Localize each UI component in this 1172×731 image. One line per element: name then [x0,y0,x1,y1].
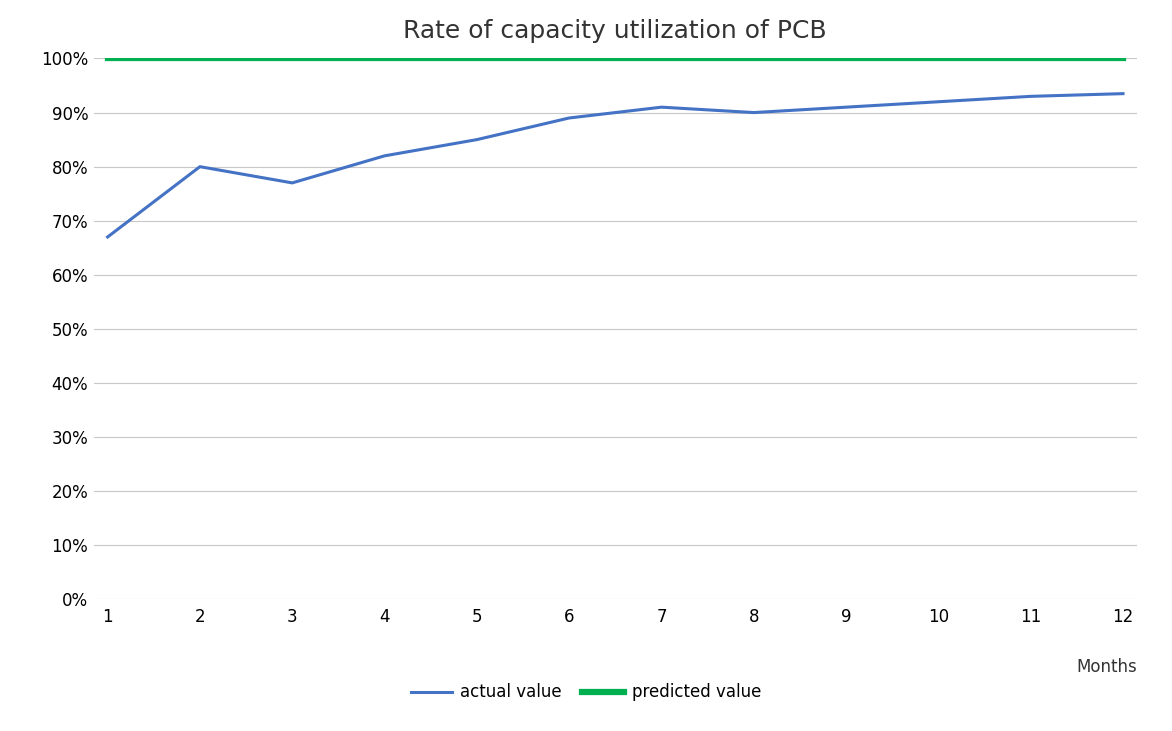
predicted value [285,54,299,63]
predicted value [563,54,577,63]
Legend: actual value, predicted value: actual value, predicted value [404,677,768,708]
actual value [470,135,484,144]
actual value [285,178,299,187]
Text: Months: Months [1076,658,1137,676]
predicted value [839,54,853,63]
predicted value [654,54,668,63]
actual value [839,103,853,112]
predicted value [470,54,484,63]
predicted value [1023,54,1037,63]
actual value [1116,89,1130,98]
actual value [193,162,207,171]
predicted value [747,54,761,63]
actual value [1023,92,1037,101]
predicted value [377,54,391,63]
predicted value [1116,54,1130,63]
actual value [377,151,391,160]
predicted value [193,54,207,63]
actual value [654,103,668,112]
actual value [563,113,577,122]
Line: actual value: actual value [108,94,1123,237]
Title: Rate of capacity utilization of PCB: Rate of capacity utilization of PCB [403,19,827,42]
actual value [932,97,946,106]
predicted value [101,54,115,63]
actual value [747,108,761,117]
actual value [101,232,115,241]
predicted value [932,54,946,63]
